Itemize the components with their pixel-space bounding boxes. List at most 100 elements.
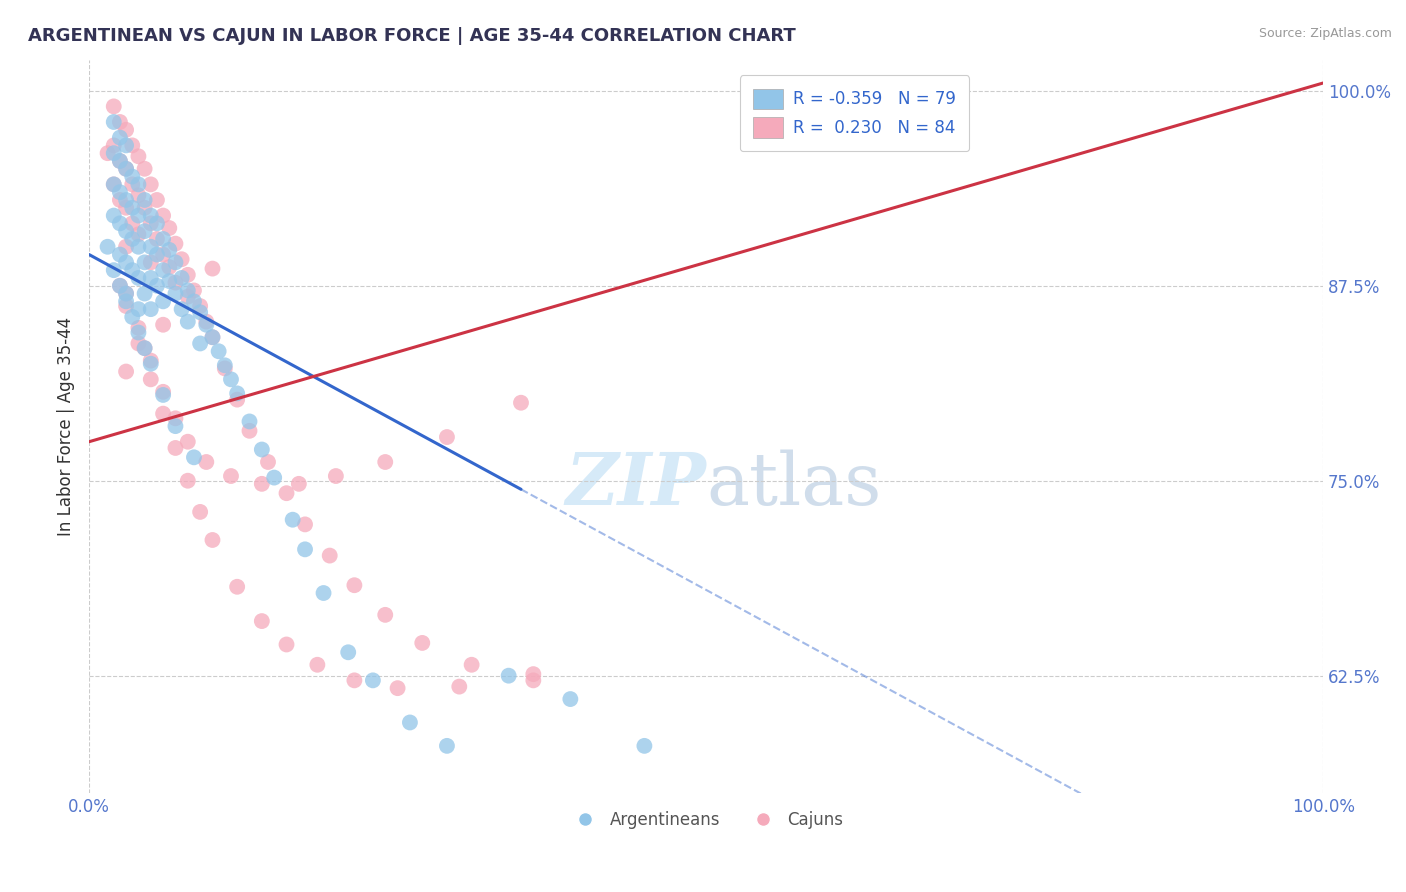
Point: [436, 430, 458, 444]
Point: [183, 450, 205, 465]
Point: [108, 185, 131, 199]
Point: [188, 336, 211, 351]
Point: [134, 341, 156, 355]
Point: [510, 395, 533, 409]
Point: [103, 138, 125, 153]
Point: [146, 216, 169, 230]
Text: atlas: atlas: [706, 450, 882, 520]
Point: [361, 673, 384, 688]
Point: [115, 255, 138, 269]
Point: [115, 123, 138, 137]
Point: [115, 294, 138, 309]
Point: [127, 321, 149, 335]
Point: [108, 247, 131, 261]
Point: [97, 240, 120, 254]
Point: [319, 549, 342, 563]
Point: [127, 302, 149, 317]
Point: [157, 243, 180, 257]
Point: [115, 286, 138, 301]
Point: [139, 209, 162, 223]
Point: [238, 424, 260, 438]
Point: [387, 681, 409, 695]
Point: [250, 442, 273, 457]
Point: [226, 386, 249, 401]
Point: [146, 232, 169, 246]
Point: [374, 607, 396, 622]
Point: [108, 193, 131, 207]
Point: [177, 268, 200, 282]
Point: [170, 302, 193, 317]
Point: [121, 263, 143, 277]
Point: [157, 260, 180, 274]
Point: [134, 341, 156, 355]
Point: [152, 232, 174, 246]
Point: [127, 188, 149, 202]
Point: [337, 645, 360, 659]
Point: [165, 441, 187, 455]
Point: [127, 336, 149, 351]
Point: [146, 193, 169, 207]
Point: [170, 271, 193, 285]
Point: [139, 240, 162, 254]
Point: [226, 580, 249, 594]
Point: [121, 138, 143, 153]
Point: [188, 505, 211, 519]
Point: [157, 274, 180, 288]
Point: [152, 388, 174, 402]
Point: [146, 247, 169, 261]
Point: [522, 673, 544, 688]
Point: [152, 247, 174, 261]
Point: [115, 299, 138, 313]
Y-axis label: In Labor Force | Age 35-44: In Labor Force | Age 35-44: [58, 317, 75, 536]
Point: [325, 469, 347, 483]
Point: [449, 680, 471, 694]
Point: [121, 216, 143, 230]
Point: [195, 315, 218, 329]
Point: [134, 193, 156, 207]
Point: [281, 513, 304, 527]
Point: [157, 221, 180, 235]
Point: [195, 455, 218, 469]
Point: [170, 252, 193, 267]
Point: [139, 255, 162, 269]
Point: [115, 201, 138, 215]
Point: [115, 365, 138, 379]
Text: ARGENTINEAN VS CAJUN IN LABOR FORCE | AGE 35-44 CORRELATION CHART: ARGENTINEAN VS CAJUN IN LABOR FORCE | AG…: [28, 27, 796, 45]
Point: [399, 715, 422, 730]
Point: [411, 636, 433, 650]
Point: [522, 667, 544, 681]
Point: [121, 310, 143, 324]
Point: [152, 384, 174, 399]
Point: [97, 146, 120, 161]
Point: [103, 115, 125, 129]
Point: [134, 255, 156, 269]
Point: [165, 236, 187, 251]
Point: [127, 149, 149, 163]
Point: [152, 209, 174, 223]
Point: [257, 455, 280, 469]
Point: [115, 161, 138, 176]
Point: [139, 372, 162, 386]
Point: [108, 278, 131, 293]
Point: [103, 178, 125, 192]
Point: [108, 153, 131, 168]
Point: [103, 209, 125, 223]
Point: [201, 533, 224, 547]
Point: [127, 240, 149, 254]
Point: [103, 146, 125, 161]
Point: [498, 668, 520, 682]
Point: [177, 434, 200, 449]
Point: [139, 216, 162, 230]
Point: [201, 261, 224, 276]
Point: [103, 178, 125, 192]
Point: [108, 115, 131, 129]
Point: [121, 232, 143, 246]
Point: [134, 201, 156, 215]
Point: [134, 224, 156, 238]
Point: [177, 284, 200, 298]
Point: [115, 161, 138, 176]
Point: [226, 392, 249, 407]
Point: [127, 178, 149, 192]
Point: [115, 138, 138, 153]
Point: [188, 299, 211, 313]
